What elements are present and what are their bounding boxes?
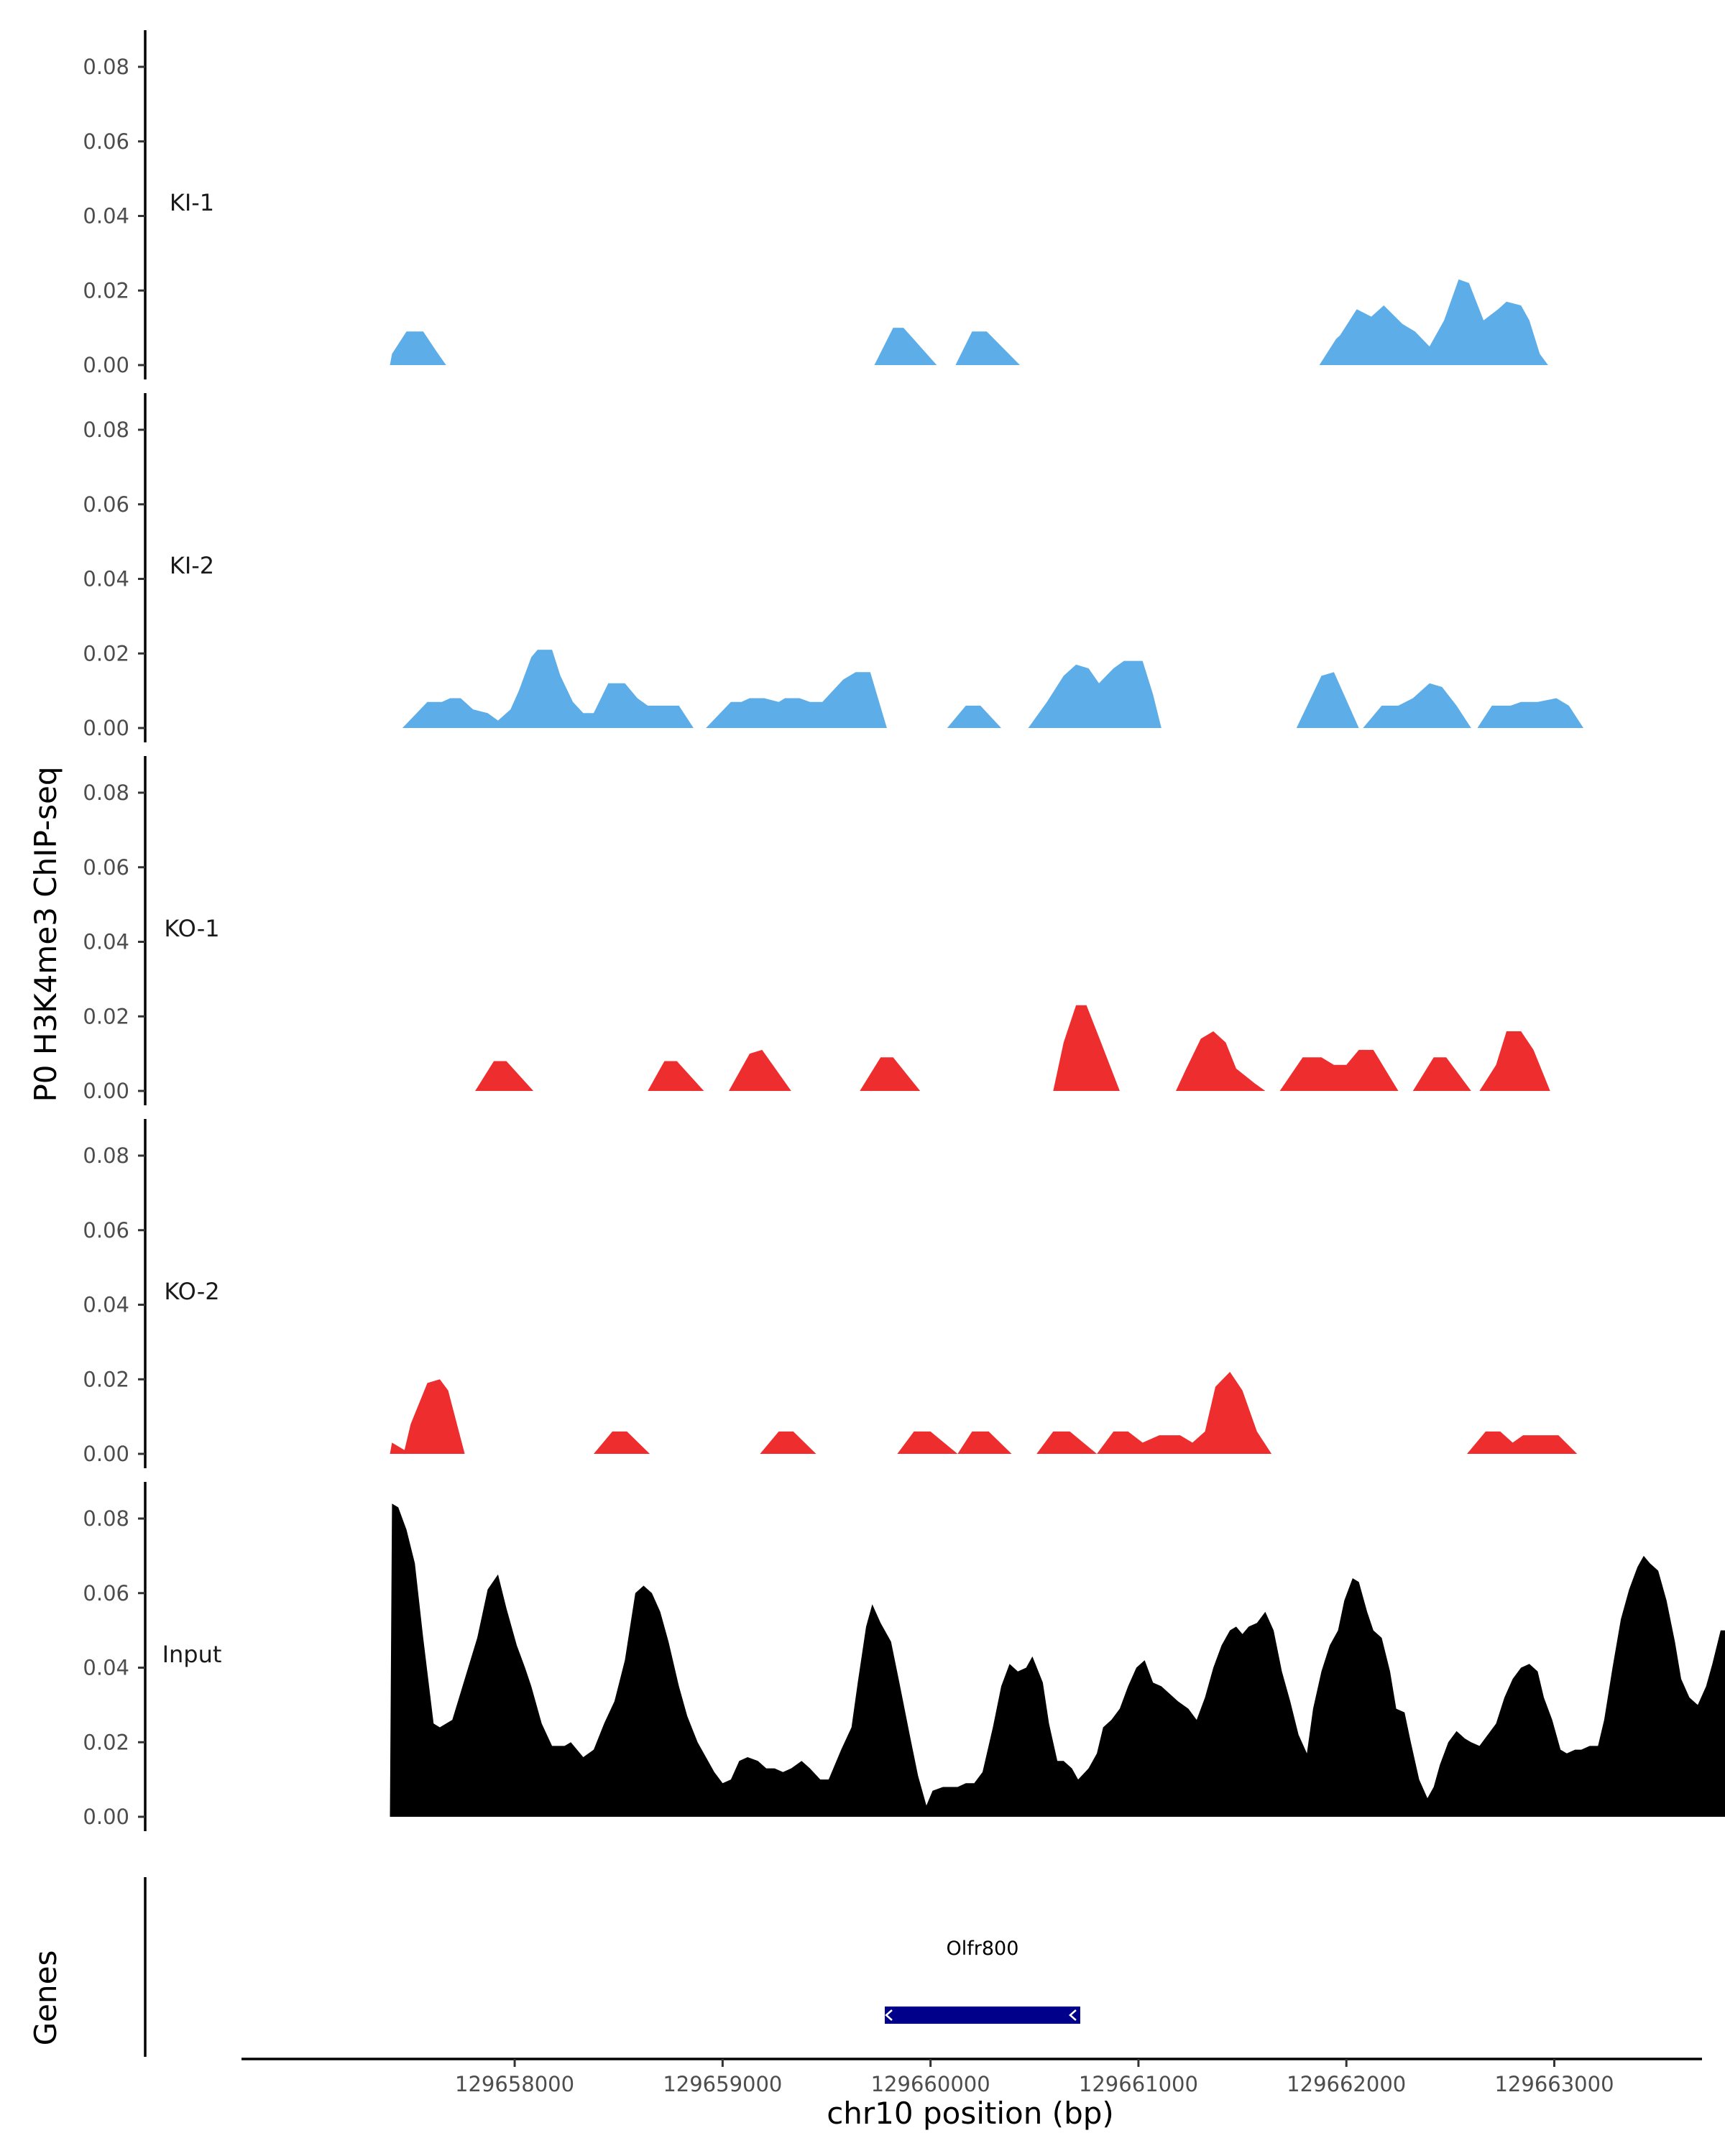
gene-strand-arrow (885, 2009, 893, 2021)
track-label: KI-2 (170, 552, 214, 579)
y-tick-label: 0.04 (83, 567, 129, 591)
track-label: KI-1 (170, 189, 214, 216)
x-tick-label: 129660000 (871, 2072, 990, 2096)
y-tick-label: 0.06 (83, 855, 129, 880)
signal-peak-ko-1-8 (1479, 1031, 1550, 1091)
y-tick-label: 0.02 (83, 1004, 129, 1028)
track-panel-ki-2: 0.00 0.02 0.04 0.06 0.08 KI-2 (83, 393, 1583, 742)
x-axis: 129658000 129659000 129660000 129661000 1296… (242, 2058, 1702, 2096)
genes-axis-title: Genes (28, 1950, 63, 2046)
y-tick-label: 0.04 (83, 1656, 129, 1680)
y-tick-label: 0.06 (83, 1581, 129, 1606)
signal-peak-ko-2-3 (897, 1431, 1012, 1454)
x-tick-label: 129662000 (1287, 2072, 1406, 2096)
y-tick-label: 0.06 (83, 492, 129, 517)
genes-track: Olfr800 (144, 1877, 1080, 2057)
x-tick-label: 129658000 (455, 2072, 574, 2096)
x-axis-title: chr10 position (bp) (827, 2096, 1114, 2131)
y-tick-label: 0.08 (83, 55, 129, 79)
signal-peak-ko-1-7 (1412, 1057, 1471, 1091)
signal-peak-ko-2-4 (1036, 1371, 1272, 1454)
signal-peak-ki-2-1 (706, 672, 887, 728)
signal-peak-ki-1-3 (1319, 279, 1548, 365)
signal-peak-ko-1-6 (1279, 1049, 1399, 1091)
signal-peak-ko-2-2 (760, 1431, 816, 1454)
y-tick-label: 0.06 (83, 129, 129, 154)
y-tick-label: 0.08 (83, 418, 129, 442)
signal-peak-ki-1-0 (390, 331, 446, 365)
signal-peak-ko-1-0 (475, 1061, 534, 1091)
y-tick-label: 0.02 (83, 278, 129, 303)
gene-body-olfr800 (885, 2007, 1080, 2024)
y-axis-title: P0 H3K4me3 ChIP-seq (28, 766, 63, 1102)
track-panel-ki-1: 0.00 0.02 0.04 0.06 0.08 KI-1 (83, 30, 1548, 379)
signal-peak-ko-1-2 (729, 1049, 791, 1091)
signal-peak-ko-2-0 (390, 1379, 465, 1454)
y-tick-label: 0.00 (83, 1079, 129, 1103)
y-tick-label: 0.04 (83, 930, 129, 954)
signal-peak-ko-2-1 (594, 1431, 650, 1454)
gene-label: Olfr800 (947, 1938, 1019, 1960)
y-tick-label: 0.08 (83, 1506, 129, 1531)
x-tick-label: 129661000 (1079, 2072, 1198, 2096)
x-tick-label: 129663000 (1494, 2072, 1614, 2096)
y-tick-label: 0.02 (83, 641, 129, 665)
gene-strand-arrow (1069, 2009, 1077, 2021)
signal-peak-ki-2b-2 (1477, 698, 1583, 728)
signal-peak-ko-2-5 (1467, 1431, 1578, 1454)
track-panel-ko-1: 0.00 0.02 0.04 0.06 0.08 KO-1 (83, 756, 1550, 1105)
signal-peak-ki-1-1 (874, 328, 937, 365)
track-panel-input: 0.00 0.02 0.04 0.06 0.08 Input (83, 1482, 1725, 1831)
y-tick-label: 0.02 (83, 1730, 129, 1754)
tracks-layer: 0.00 0.02 0.04 0.06 0.08 KI-1 0.00 0.02 0.04 0.06… (83, 30, 1725, 1831)
y-tick-label: 0.00 (83, 1442, 129, 1466)
signal-peak-ko-1-3 (860, 1057, 921, 1091)
y-tick-label: 0.00 (83, 716, 129, 740)
y-tick-label: 0.08 (83, 780, 129, 805)
y-tick-label: 0.08 (83, 1143, 129, 1168)
y-tick-label: 0.00 (83, 1805, 129, 1829)
signal-peak-ki-1-2 (955, 331, 1020, 365)
signal-peak-ki-2-2 (947, 705, 1001, 728)
y-tick-label: 0.02 (83, 1367, 129, 1391)
y-tick-label: 0.04 (83, 204, 129, 229)
signal-peak-ki-2-0 (402, 650, 694, 728)
signal-peak-ko-1-5 (1176, 1031, 1266, 1091)
x-tick-label: 129659000 (663, 2072, 782, 2096)
track-label: KO-1 (164, 915, 219, 942)
y-tick-label: 0.04 (83, 1293, 129, 1317)
y-tick-label: 0.06 (83, 1218, 129, 1243)
signal-peak-input-0 (390, 1503, 1725, 1817)
track-label: Input (162, 1641, 222, 1668)
signal-peak-ki-2-3 (1028, 660, 1162, 728)
signal-peak-ki-2b-1 (1363, 683, 1471, 728)
signal-peak-ko-1-1 (648, 1061, 704, 1091)
track-panel-ko-2: 0.00 0.02 0.04 0.06 0.08 KO-2 (83, 1119, 1578, 1468)
signal-peak-ko-1-4 (1053, 1005, 1120, 1091)
track-label: KO-2 (164, 1278, 219, 1305)
signal-peak-ki-2b-0 (1296, 672, 1359, 728)
y-tick-label: 0.00 (83, 353, 129, 377)
